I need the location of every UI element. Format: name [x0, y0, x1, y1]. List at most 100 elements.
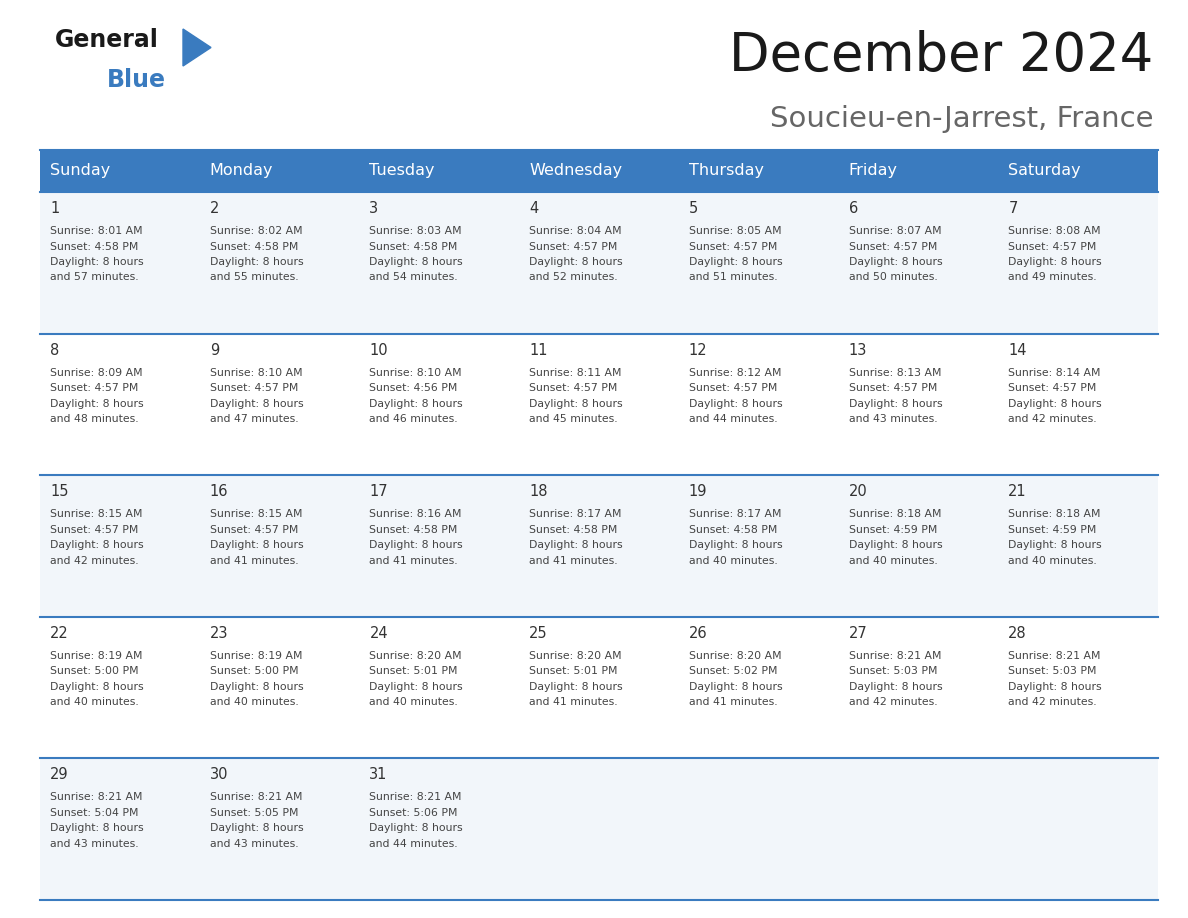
Text: Sunset: 4:57 PM: Sunset: 4:57 PM — [529, 383, 618, 393]
Text: Daylight: 8 hours: Daylight: 8 hours — [848, 398, 942, 409]
Text: Sunrise: 8:11 AM: Sunrise: 8:11 AM — [529, 367, 621, 377]
Text: Daylight: 8 hours: Daylight: 8 hours — [848, 257, 942, 267]
Text: 4: 4 — [529, 201, 538, 216]
Text: Sunrise: 8:15 AM: Sunrise: 8:15 AM — [210, 509, 302, 520]
Text: Sunrise: 8:20 AM: Sunrise: 8:20 AM — [689, 651, 782, 661]
Text: Daylight: 8 hours: Daylight: 8 hours — [210, 398, 303, 409]
Text: Sunrise: 8:20 AM: Sunrise: 8:20 AM — [369, 651, 462, 661]
Text: 28: 28 — [1009, 626, 1026, 641]
Text: Sunset: 5:01 PM: Sunset: 5:01 PM — [369, 666, 457, 677]
Text: Daylight: 8 hours: Daylight: 8 hours — [848, 540, 942, 550]
Text: and 52 minutes.: and 52 minutes. — [529, 273, 618, 283]
Text: Sunset: 4:57 PM: Sunset: 4:57 PM — [848, 383, 937, 393]
Text: 14: 14 — [1009, 342, 1026, 358]
Text: and 57 minutes.: and 57 minutes. — [50, 273, 139, 283]
Text: Sunrise: 8:09 AM: Sunrise: 8:09 AM — [50, 367, 143, 377]
Text: 20: 20 — [848, 484, 867, 499]
Text: Sunset: 4:57 PM: Sunset: 4:57 PM — [1009, 241, 1097, 252]
Text: Daylight: 8 hours: Daylight: 8 hours — [50, 257, 144, 267]
Text: Daylight: 8 hours: Daylight: 8 hours — [369, 823, 463, 834]
Text: Sunrise: 8:21 AM: Sunrise: 8:21 AM — [1009, 651, 1101, 661]
Text: 29: 29 — [50, 767, 69, 782]
Text: and 55 minutes.: and 55 minutes. — [210, 273, 298, 283]
Bar — [40, 192, 1158, 333]
Text: Wednesday: Wednesday — [529, 163, 623, 178]
Text: 23: 23 — [210, 626, 228, 641]
Text: General: General — [55, 28, 159, 52]
Text: and 41 minutes.: and 41 minutes. — [210, 555, 298, 565]
Text: and 40 minutes.: and 40 minutes. — [210, 698, 298, 707]
Bar — [40, 617, 1158, 758]
Text: Daylight: 8 hours: Daylight: 8 hours — [1009, 398, 1102, 409]
Text: 17: 17 — [369, 484, 388, 499]
Text: 31: 31 — [369, 767, 387, 782]
Text: Sunset: 4:57 PM: Sunset: 4:57 PM — [689, 241, 777, 252]
Text: Sunrise: 8:17 AM: Sunrise: 8:17 AM — [689, 509, 782, 520]
Text: 15: 15 — [50, 484, 69, 499]
Text: Sunset: 5:03 PM: Sunset: 5:03 PM — [1009, 666, 1097, 677]
Text: and 54 minutes.: and 54 minutes. — [369, 273, 459, 283]
Text: Daylight: 8 hours: Daylight: 8 hours — [848, 682, 942, 692]
Bar — [40, 476, 1158, 617]
Text: 24: 24 — [369, 626, 388, 641]
Text: 7: 7 — [1009, 201, 1018, 216]
Text: Daylight: 8 hours: Daylight: 8 hours — [689, 682, 783, 692]
Text: Daylight: 8 hours: Daylight: 8 hours — [1009, 540, 1102, 550]
Text: Daylight: 8 hours: Daylight: 8 hours — [369, 398, 463, 409]
Text: Thursday: Thursday — [689, 163, 764, 178]
Text: and 50 minutes.: and 50 minutes. — [848, 273, 937, 283]
Bar — [40, 333, 1158, 476]
Text: and 44 minutes.: and 44 minutes. — [689, 414, 777, 424]
Text: and 41 minutes.: and 41 minutes. — [529, 555, 618, 565]
Text: Daylight: 8 hours: Daylight: 8 hours — [689, 540, 783, 550]
Text: Sunrise: 8:12 AM: Sunrise: 8:12 AM — [689, 367, 782, 377]
Text: Sunset: 4:58 PM: Sunset: 4:58 PM — [689, 525, 777, 534]
Text: and 51 minutes.: and 51 minutes. — [689, 273, 777, 283]
Text: Sunset: 4:58 PM: Sunset: 4:58 PM — [529, 525, 618, 534]
Text: and 46 minutes.: and 46 minutes. — [369, 414, 459, 424]
Text: Sunset: 4:57 PM: Sunset: 4:57 PM — [210, 525, 298, 534]
Text: Daylight: 8 hours: Daylight: 8 hours — [369, 257, 463, 267]
Text: Sunrise: 8:02 AM: Sunrise: 8:02 AM — [210, 226, 302, 236]
Text: Sunset: 5:05 PM: Sunset: 5:05 PM — [210, 808, 298, 818]
Text: Sunrise: 8:20 AM: Sunrise: 8:20 AM — [529, 651, 621, 661]
Text: Daylight: 8 hours: Daylight: 8 hours — [529, 540, 623, 550]
Text: 27: 27 — [848, 626, 867, 641]
Text: Sunset: 4:57 PM: Sunset: 4:57 PM — [50, 525, 138, 534]
Text: Sunrise: 8:07 AM: Sunrise: 8:07 AM — [848, 226, 941, 236]
Text: 2: 2 — [210, 201, 219, 216]
Text: Sunrise: 8:03 AM: Sunrise: 8:03 AM — [369, 226, 462, 236]
Text: Sunrise: 8:05 AM: Sunrise: 8:05 AM — [689, 226, 782, 236]
Text: and 45 minutes.: and 45 minutes. — [529, 414, 618, 424]
Text: Sunset: 4:57 PM: Sunset: 4:57 PM — [848, 241, 937, 252]
Text: Sunrise: 8:13 AM: Sunrise: 8:13 AM — [848, 367, 941, 377]
Text: 3: 3 — [369, 201, 379, 216]
Text: Soucieu-en-Jarrest, France: Soucieu-en-Jarrest, France — [770, 105, 1154, 133]
Polygon shape — [183, 29, 211, 66]
Text: 10: 10 — [369, 342, 388, 358]
Bar — [40, 758, 1158, 900]
Text: and 42 minutes.: and 42 minutes. — [1009, 414, 1097, 424]
Text: 19: 19 — [689, 484, 707, 499]
Text: Tuesday: Tuesday — [369, 163, 435, 178]
Text: and 48 minutes.: and 48 minutes. — [50, 414, 139, 424]
Text: Daylight: 8 hours: Daylight: 8 hours — [50, 823, 144, 834]
Text: Sunrise: 8:17 AM: Sunrise: 8:17 AM — [529, 509, 621, 520]
Text: and 42 minutes.: and 42 minutes. — [1009, 698, 1097, 707]
Text: 13: 13 — [848, 342, 867, 358]
Text: Sunrise: 8:10 AM: Sunrise: 8:10 AM — [369, 367, 462, 377]
Text: and 47 minutes.: and 47 minutes. — [210, 414, 298, 424]
Text: 30: 30 — [210, 767, 228, 782]
Text: Sunset: 4:58 PM: Sunset: 4:58 PM — [50, 241, 138, 252]
Text: Saturday: Saturday — [1009, 163, 1081, 178]
Text: Daylight: 8 hours: Daylight: 8 hours — [210, 540, 303, 550]
Text: Daylight: 8 hours: Daylight: 8 hours — [529, 398, 623, 409]
Text: Sunset: 4:59 PM: Sunset: 4:59 PM — [848, 525, 937, 534]
Text: and 43 minutes.: and 43 minutes. — [848, 414, 937, 424]
Text: Daylight: 8 hours: Daylight: 8 hours — [1009, 257, 1102, 267]
Text: Friday: Friday — [848, 163, 898, 178]
Text: Monday: Monday — [210, 163, 273, 178]
Text: Sunset: 4:56 PM: Sunset: 4:56 PM — [369, 383, 457, 393]
Text: Sunrise: 8:18 AM: Sunrise: 8:18 AM — [1009, 509, 1101, 520]
Text: Sunset: 4:57 PM: Sunset: 4:57 PM — [689, 383, 777, 393]
